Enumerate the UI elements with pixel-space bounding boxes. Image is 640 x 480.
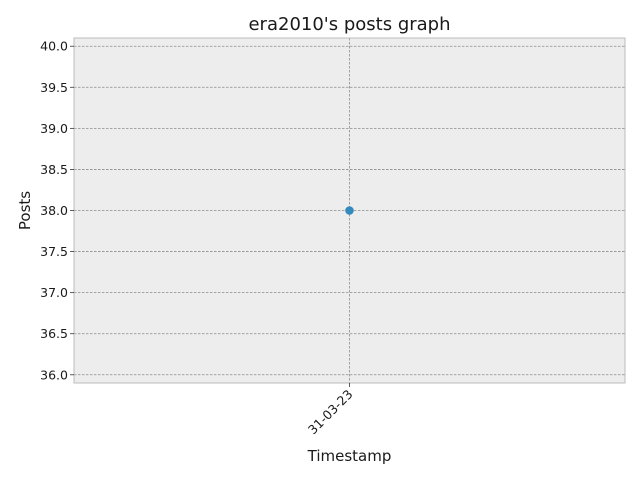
y-tick-label: 39.5 bbox=[40, 80, 68, 95]
y-tick-label: 36.0 bbox=[40, 367, 68, 382]
x-tick-label: 31-03-23 bbox=[305, 387, 356, 438]
y-tick-label: 37.0 bbox=[40, 285, 68, 300]
chart-title: era2010's posts graph bbox=[248, 14, 450, 35]
y-tick-label: 37.5 bbox=[40, 244, 68, 259]
y-tick-label: 36.5 bbox=[40, 326, 68, 341]
y-tick-label: 40.0 bbox=[40, 39, 68, 54]
y-tick-label: 38.5 bbox=[40, 162, 68, 177]
y-tick-label: 39.0 bbox=[40, 121, 68, 136]
x-axis-label: Timestamp bbox=[307, 447, 392, 465]
series-marks bbox=[345, 206, 354, 215]
x-axis: 31-03-23 bbox=[305, 383, 356, 437]
y-axis-label: Posts bbox=[16, 191, 34, 230]
y-axis: 36.0 36.5 37.0 37.5 38.0 38.5 39.0 39.5 40.0 bbox=[40, 39, 74, 382]
y-tick-label: 38.0 bbox=[40, 203, 68, 218]
data-point bbox=[345, 206, 354, 215]
